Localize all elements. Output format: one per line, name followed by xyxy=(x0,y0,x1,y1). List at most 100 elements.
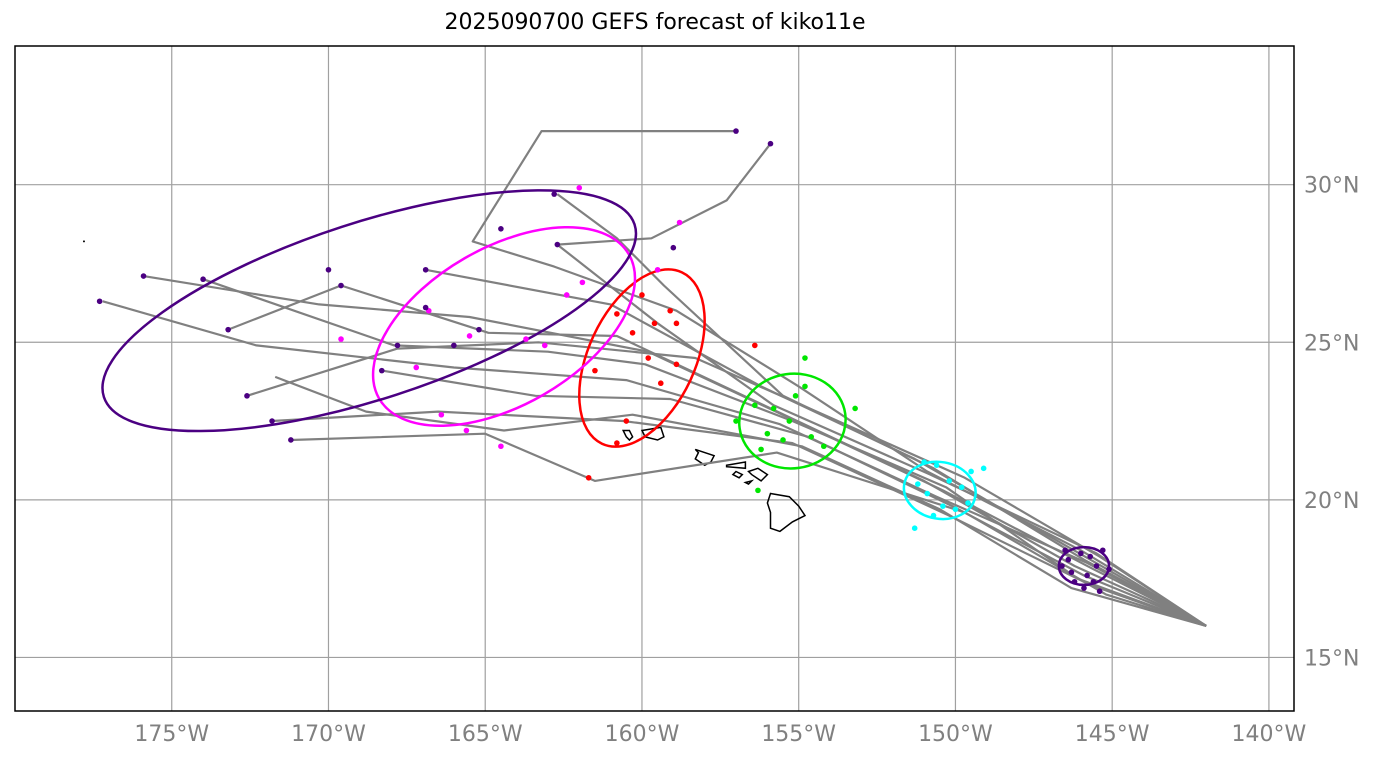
lat-tick-label: 20°N xyxy=(1304,489,1359,514)
ellipse-day3 xyxy=(737,372,847,470)
ensemble-track xyxy=(202,278,1207,627)
position-dot-day6 xyxy=(498,225,504,232)
position-dot-day4 xyxy=(585,474,592,481)
position-dot-day3 xyxy=(792,393,799,399)
plot-frame xyxy=(14,45,1295,712)
ellipse-day6 xyxy=(101,189,638,433)
island-outline xyxy=(725,461,747,470)
island-outline xyxy=(621,429,634,442)
position-dot-day3 xyxy=(852,405,858,412)
position-dot-day4 xyxy=(614,311,620,317)
ensemble-track xyxy=(290,432,1207,627)
position-dot-day6 xyxy=(269,418,275,424)
position-dot-day4 xyxy=(614,440,620,446)
position-dot-day5 xyxy=(438,411,445,418)
position-dot-day1 xyxy=(1081,585,1087,591)
position-dot-day6 xyxy=(394,342,401,349)
axis-tick-labels: 175°W 170°W 165°W 160°W 155°W 150°W 145°W 140°W… xyxy=(134,174,1359,747)
position-dot-day1 xyxy=(1087,553,1094,560)
position-dot-day3 xyxy=(770,405,777,412)
position-dot-day3 xyxy=(808,434,815,440)
position-dot-day3 xyxy=(802,355,808,361)
island-outline xyxy=(766,492,807,533)
position-dot-day2 xyxy=(924,490,931,497)
position-dot-day2 xyxy=(921,459,927,465)
position-dot-day6 xyxy=(378,367,385,374)
ellipse-day2 xyxy=(902,460,977,521)
position-dot-day4 xyxy=(752,342,758,349)
ensemble-track xyxy=(272,410,1207,627)
lon-tick-label: 175°W xyxy=(134,722,209,747)
position-dot-day4 xyxy=(667,307,673,314)
position-dot-day1 xyxy=(1071,578,1078,585)
position-dot-day3 xyxy=(786,418,793,424)
position-dot-day5 xyxy=(563,292,570,298)
position-dot-day4 xyxy=(623,418,630,424)
position-dot-day1 xyxy=(1059,563,1065,569)
lat-tick-label: 25°N xyxy=(1304,331,1359,356)
position-dot-day2 xyxy=(930,512,937,519)
lon-tick-label: 145°W xyxy=(1075,722,1150,747)
position-dot-day4 xyxy=(673,361,680,368)
position-dot-day5 xyxy=(654,266,661,273)
lon-tick-label: 155°W xyxy=(761,722,836,747)
graticule xyxy=(15,46,1294,711)
lon-tick-label: 160°W xyxy=(605,722,680,747)
ensemble-track xyxy=(102,300,1207,627)
ellipse-day1 xyxy=(1057,545,1111,587)
position-dot-day3 xyxy=(820,443,827,450)
position-dot-day6 xyxy=(96,298,103,305)
coastline xyxy=(621,426,807,533)
ensemble-track xyxy=(381,369,1207,627)
position-dot-day6 xyxy=(554,241,561,248)
position-dot-day1 xyxy=(1062,547,1068,554)
position-dot-day3 xyxy=(758,446,764,453)
ensemble-track xyxy=(556,143,1207,627)
position-dot-day4 xyxy=(639,292,645,298)
position-dot-day5 xyxy=(463,427,470,434)
forecast-positions xyxy=(82,128,1112,595)
position-dot-day2 xyxy=(952,506,959,513)
lat-tick-label: 15°N xyxy=(1304,646,1359,671)
position-dot-day3 xyxy=(755,487,761,494)
track-lines xyxy=(102,130,1207,627)
position-dot-day6 xyxy=(325,266,332,273)
lon-tick-label: 140°W xyxy=(1232,722,1307,747)
position-dot-day4 xyxy=(592,367,598,374)
position-dot-day5 xyxy=(338,336,344,342)
position-dot-day6 xyxy=(422,304,429,311)
uncertainty-ellipses xyxy=(101,189,1111,587)
position-dot-day3 xyxy=(733,418,739,424)
position-dot-day5 xyxy=(413,364,420,371)
position-dot-day1 xyxy=(1099,547,1106,554)
position-dot-day3 xyxy=(802,383,808,390)
position-dot-day5 xyxy=(523,336,529,342)
stray-dot xyxy=(82,240,85,243)
position-dot-day5 xyxy=(498,443,504,450)
position-dot-day6 xyxy=(670,244,677,251)
position-dot-day2 xyxy=(915,481,921,487)
position-dot-day6 xyxy=(140,273,147,279)
position-dot-day4 xyxy=(645,355,652,361)
island-outline xyxy=(731,470,744,479)
position-dot-day6 xyxy=(551,191,557,197)
position-dot-day1 xyxy=(1065,556,1072,563)
position-dot-day1 xyxy=(1090,578,1097,585)
position-dot-day6 xyxy=(288,437,294,443)
position-dot-day6 xyxy=(422,266,429,273)
position-dot-day1 xyxy=(1068,569,1075,576)
position-dot-day6 xyxy=(476,326,482,333)
position-dot-day2 xyxy=(946,478,952,484)
position-dot-day2 xyxy=(911,525,918,532)
position-dot-day2 xyxy=(980,465,987,472)
position-dot-day2 xyxy=(940,503,946,509)
position-dot-day4 xyxy=(651,320,658,327)
island-outline xyxy=(743,479,755,486)
position-dot-day2 xyxy=(965,500,971,506)
position-dot-day2 xyxy=(958,484,965,491)
position-dot-day6 xyxy=(451,342,457,349)
map-title: 2025090700 GEFS forecast of kiko11e xyxy=(444,10,866,35)
position-dot-day6 xyxy=(225,326,231,333)
position-dot-day3 xyxy=(752,402,758,409)
